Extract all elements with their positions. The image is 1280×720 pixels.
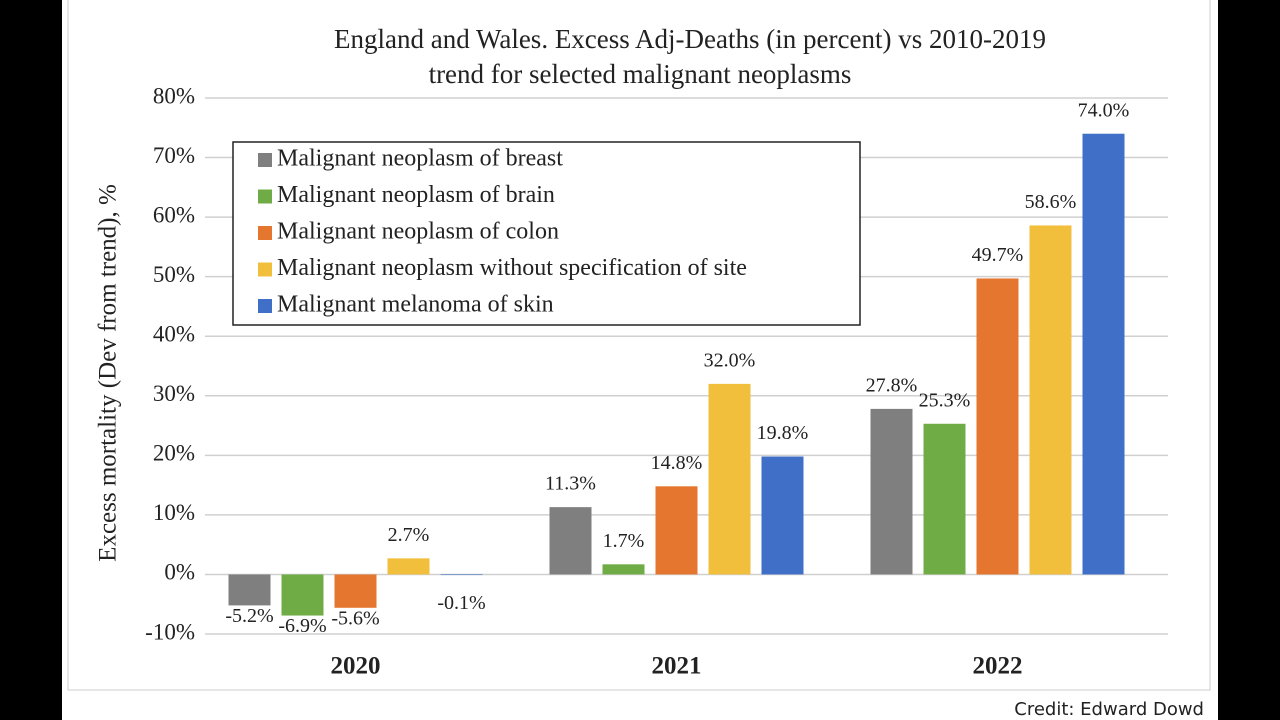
- value-label: 25.3%: [919, 389, 971, 411]
- bar: [708, 383, 751, 575]
- bar: [1082, 133, 1125, 575]
- legend-label: Malignant neoplasm without specification…: [277, 255, 747, 281]
- y-tick-label: 80%: [153, 83, 195, 108]
- bar: [870, 408, 913, 575]
- y-tick-label: 70%: [153, 143, 195, 168]
- legend-label: Malignant neoplasm of colon: [277, 219, 559, 245]
- bar: [440, 574, 483, 576]
- legend-swatch: [258, 153, 272, 167]
- bar: [228, 574, 271, 606]
- bar: [655, 486, 698, 575]
- y-tick-label: 0%: [164, 560, 195, 585]
- legend-swatch: [258, 262, 272, 277]
- legend-swatch: [258, 189, 272, 204]
- value-label: 2.7%: [388, 524, 430, 546]
- value-label: 19.8%: [757, 422, 809, 444]
- bar: [923, 423, 966, 575]
- value-label: 14.8%: [651, 452, 703, 474]
- bar: [602, 564, 645, 575]
- legend-label: Malignant neoplasm of breast: [277, 146, 563, 172]
- bar: [387, 558, 430, 575]
- value-label: -6.9%: [278, 615, 326, 637]
- bar: [1029, 225, 1072, 575]
- y-tick-label: 50%: [153, 262, 195, 287]
- x-tick-label: 2020: [331, 653, 381, 680]
- credit: Credit: Edward Dowd: [1014, 699, 1204, 720]
- value-label: 49.7%: [972, 244, 1024, 266]
- bar: [281, 574, 324, 616]
- bar: [976, 278, 1019, 575]
- y-tick-label: -10%: [145, 619, 195, 644]
- chart-title: England and Wales. Excess Adj-Deaths (in…: [334, 24, 1046, 54]
- y-tick-label: 30%: [153, 381, 195, 406]
- legend-label: Malignant neoplasm of brain: [277, 182, 555, 208]
- y-tick-label: 60%: [153, 202, 195, 227]
- y-axis-label: Excess mortality (Dev from trend), %: [95, 184, 122, 562]
- value-label: 74.0%: [1078, 99, 1130, 121]
- value-label: 58.6%: [1025, 191, 1077, 213]
- x-tick-label: 2021: [652, 653, 702, 680]
- legend-swatch: [258, 226, 272, 240]
- value-label: 1.7%: [603, 530, 645, 552]
- y-tick-label: 10%: [153, 500, 195, 525]
- bar: [761, 456, 804, 575]
- legend-box: [232, 141, 861, 326]
- value-label: -5.6%: [331, 607, 379, 629]
- y-tick-label: 40%: [153, 322, 195, 347]
- value-label: 11.3%: [545, 473, 596, 495]
- x-tick-label: 2022: [973, 653, 1023, 680]
- bar: [334, 574, 377, 608]
- value-label: -0.1%: [437, 592, 485, 614]
- value-label: 27.8%: [866, 374, 918, 396]
- y-tick-label: 20%: [153, 441, 195, 466]
- chart-subtitle: trend for selected malignant neoplasms: [429, 59, 852, 89]
- value-label: 32.0%: [704, 349, 756, 371]
- legend-swatch: [258, 299, 272, 313]
- bar: [549, 507, 592, 575]
- legend-label: Malignant melanoma of skin: [277, 292, 554, 318]
- value-label: -5.2%: [225, 605, 273, 627]
